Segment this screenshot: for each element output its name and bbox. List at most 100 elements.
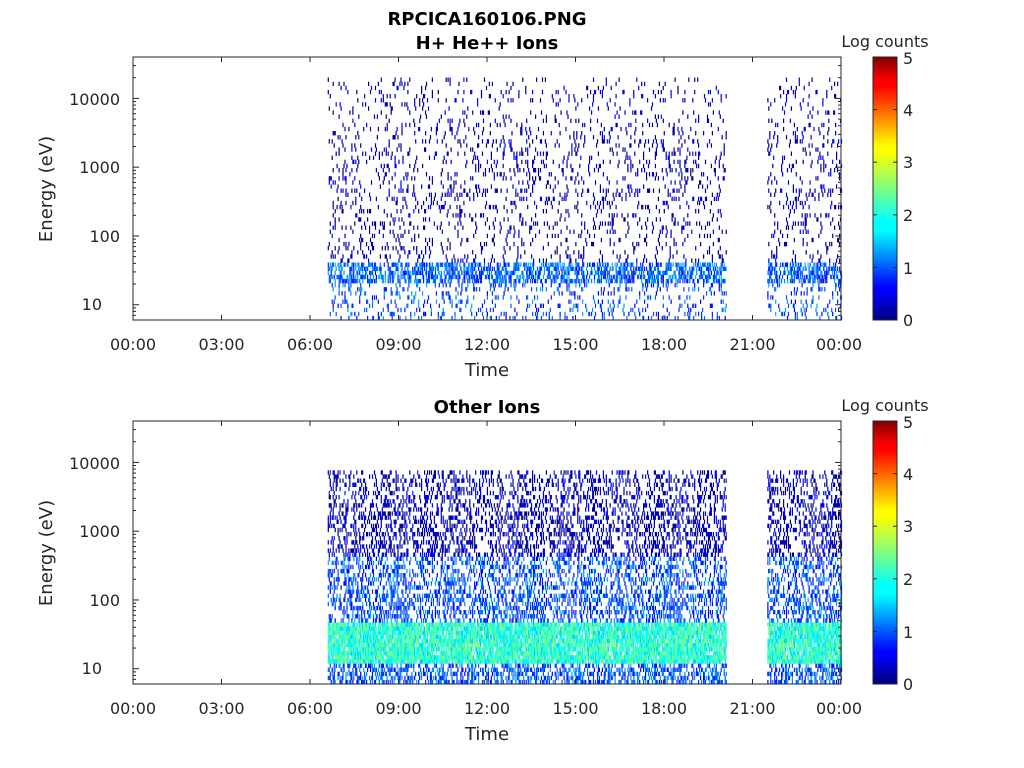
spectrogram-cell (334, 642, 336, 648)
spectrogram-cell (485, 307, 488, 313)
spectrogram-cell (533, 274, 535, 280)
spectrogram-cell (623, 274, 625, 280)
spectrogram-cell (402, 196, 404, 202)
spectrogram-cell (678, 188, 680, 193)
spectrogram-cell (459, 204, 461, 210)
spectrogram-cell (710, 163, 712, 169)
spectrogram-cell (575, 176, 577, 181)
spectrogram-cell (352, 229, 354, 234)
spectrogram-cell (789, 270, 791, 276)
spectrogram-cell (789, 118, 791, 123)
spectrogram-cell (347, 556, 349, 561)
spectrogram-cell (710, 122, 712, 128)
spectrogram-cell (813, 278, 815, 284)
spectrogram-cell (344, 655, 346, 660)
spectrogram-cell (478, 266, 480, 271)
spectrogram-cell (679, 278, 681, 284)
spectrogram-cell (697, 77, 699, 82)
spectrogram-cell (435, 151, 437, 156)
spectrogram-cell (718, 163, 720, 169)
spectrogram-cell (369, 250, 372, 255)
spectrogram-cell (334, 278, 336, 284)
spectrogram-cell (483, 77, 486, 82)
spectrogram-cell (828, 118, 830, 123)
spectrogram-cell (617, 303, 619, 308)
spectrogram-cell (523, 168, 525, 173)
spectrogram-cell (775, 274, 777, 280)
spectrogram-cell (676, 266, 678, 271)
spectrogram-cell (353, 515, 355, 520)
spectrogram-cell (828, 188, 830, 193)
spectrogram-cell (533, 159, 535, 165)
spectrogram-cell (771, 143, 773, 148)
spectrogram-cell (355, 499, 357, 504)
spectrogram-cell (781, 168, 783, 173)
spectrogram-cell (522, 315, 524, 321)
spectrogram-cell (465, 287, 467, 292)
spectrogram-cell (449, 184, 451, 189)
spectrogram-cell (588, 311, 590, 317)
spectrogram-cell (811, 159, 813, 165)
spectrogram-cell (784, 102, 787, 107)
spectrogram-cell (351, 495, 353, 500)
spectrogram-cell (532, 159, 534, 165)
spectrogram-cell (450, 262, 452, 267)
spectrogram-cell (404, 250, 406, 255)
spectrogram-cell (510, 303, 512, 308)
spectrogram-cell (339, 663, 341, 668)
spectrogram-cell (677, 147, 679, 152)
spectrogram-cell (353, 622, 355, 627)
spectrogram-cell (441, 192, 443, 197)
spectrogram-cell (347, 597, 349, 603)
spectrogram-cell (509, 246, 511, 251)
spectrogram-cell (725, 94, 727, 99)
spectrogram-cell (473, 258, 475, 263)
spectrogram-cell (481, 139, 484, 144)
spectrogram-cell (414, 295, 416, 300)
spectrogram-cell (577, 307, 579, 313)
spectrogram-cell (494, 303, 496, 308)
spectrogram-cell (518, 89, 520, 95)
spectrogram-cell (332, 515, 334, 520)
spectrogram-cell (642, 315, 644, 321)
spectrogram-cell (503, 311, 505, 317)
spectrogram-cell (374, 270, 377, 276)
spectrogram-cell (652, 270, 655, 276)
spectrogram-cell (659, 217, 661, 222)
colorbar-tick-label: 4 (903, 101, 913, 120)
spectrogram-cell (669, 266, 671, 271)
spectrogram-cell (704, 196, 707, 202)
spectrogram-cell (470, 266, 472, 271)
spectrogram-cell (352, 564, 354, 570)
spectrogram-cell (671, 217, 673, 222)
spectrogram-cell (545, 151, 547, 156)
spectrogram-cell (415, 204, 417, 210)
spectrogram-cell (703, 254, 705, 259)
spectrogram-cell (574, 180, 576, 185)
spectrogram-cell (396, 126, 398, 132)
spectrogram-cell (662, 278, 664, 284)
spectrogram-cell (654, 163, 656, 169)
spectrogram-cell (441, 229, 443, 234)
spectrogram-cell (581, 254, 583, 259)
spectrogram-cell (669, 262, 671, 267)
spectrogram-cell (669, 254, 671, 259)
spectrogram-cell (429, 135, 432, 140)
spectrogram-cell (336, 163, 338, 169)
spectrogram-cell (584, 122, 586, 128)
spectrogram-cell (458, 122, 460, 128)
spectrogram-cell (364, 188, 366, 193)
spectrogram-cell (654, 176, 656, 181)
spectrogram-cell (491, 266, 493, 271)
spectrogram-cell (802, 266, 804, 271)
spectrogram-cell (668, 163, 670, 169)
spectrogram-cell (803, 307, 805, 313)
spectrogram-cell (327, 523, 329, 529)
spectrogram-cell (532, 188, 534, 193)
spectrogram-cell (573, 303, 575, 308)
spectrogram-cell (560, 213, 562, 218)
spectrogram-cell (347, 274, 349, 280)
spectrogram-cell (499, 262, 501, 267)
spectrogram-cell (337, 638, 339, 644)
spectrogram-cell (635, 118, 637, 123)
